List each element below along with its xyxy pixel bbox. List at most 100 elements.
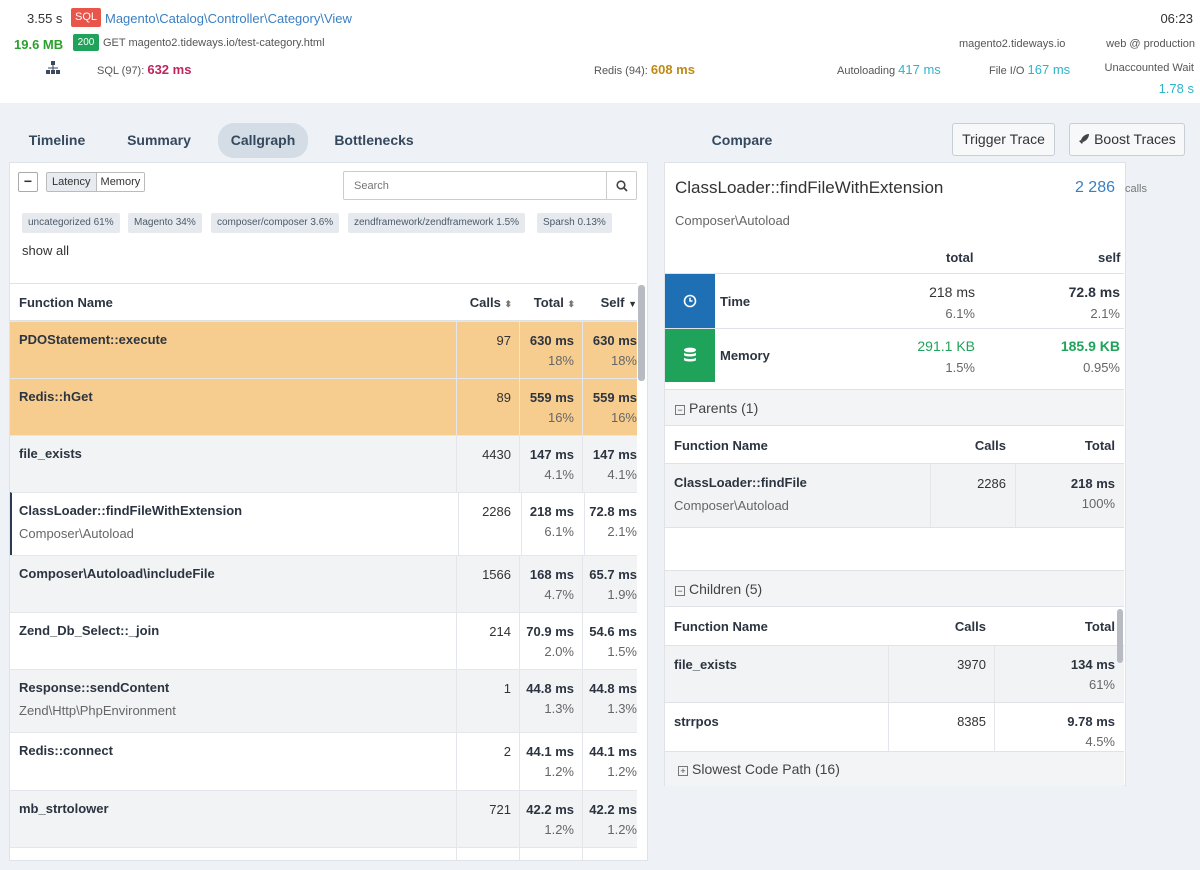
child-function-name: strrpos xyxy=(674,714,719,729)
col-self[interactable]: Self ▼ xyxy=(601,295,637,310)
self-value: 44.1 ms xyxy=(589,744,637,759)
tab-timeline[interactable]: Timeline xyxy=(28,132,86,148)
parent-total-pct: 100% xyxy=(1081,496,1115,511)
children-col-calls: Calls xyxy=(954,619,986,634)
table-row[interactable]: Zend_Db_Select::_join 214 70.9 ms 2.0% 54… xyxy=(10,612,637,669)
boost-traces-button[interactable]: Boost Traces xyxy=(1069,123,1185,156)
collapse-icon: − xyxy=(675,405,685,415)
self-value: 559 ms xyxy=(592,390,637,405)
tab-summary[interactable]: Summary xyxy=(127,132,191,148)
self-value: 630 ms xyxy=(592,333,637,348)
table-row[interactable]: file_exists 4430 147 ms 4.1% 147 ms 4.1% xyxy=(10,435,637,492)
self-pct: 16% xyxy=(610,410,637,425)
duration: 3.55 s xyxy=(27,11,63,26)
function-name: Composer\Autoload\includeFile xyxy=(19,566,215,581)
category-chip[interactable]: Sparsh 0.13% xyxy=(537,213,612,233)
col-total[interactable]: Total ⬍ xyxy=(534,295,575,310)
col-self-label: Self xyxy=(600,295,625,310)
search-input[interactable] xyxy=(343,171,607,200)
parent-namespace: Composer\Autoload xyxy=(674,498,789,513)
col-function-name[interactable]: Function Name xyxy=(19,295,113,310)
request-time: 06:23 xyxy=(1160,11,1193,26)
children-scrollbar[interactable] xyxy=(1117,609,1123,663)
total-pct: 4.7% xyxy=(544,587,574,602)
time-row: Time 218 ms 6.1% 72.8 ms 2.1% xyxy=(665,273,1124,328)
environment: web @ production xyxy=(1106,38,1195,50)
database-icon xyxy=(665,329,715,382)
category-chip[interactable]: uncategorized 61% xyxy=(22,213,120,233)
self-value: 54.6 ms xyxy=(589,624,637,639)
sort-desc-icon: ▼ xyxy=(628,299,637,309)
children-col-total: Total xyxy=(1084,619,1115,634)
sql-value: 632 ms xyxy=(147,62,192,77)
hierarchy-icon[interactable] xyxy=(46,61,60,75)
table-row-selected[interactable]: ClassLoader::findFileWithExtension Compo… xyxy=(10,492,637,555)
col-calls[interactable]: Calls ⬍ xyxy=(470,295,512,310)
col-self-header: self xyxy=(1098,250,1121,265)
child-calls: 3970 xyxy=(957,657,986,672)
function-name: file_exists xyxy=(19,446,82,461)
table-row[interactable]: mb_strtolower 721 42.2 ms 1.2% 42.2 ms 1.2… xyxy=(10,790,637,847)
child-total: 9.78 ms xyxy=(1067,714,1115,729)
clock-icon xyxy=(665,274,715,328)
memory-total: 291.1 KB xyxy=(917,338,975,354)
parent-row[interactable]: ClassLoader::findFile Composer\Autoload … xyxy=(665,464,1124,528)
function-name: ClassLoader::findFileWithExtension xyxy=(19,503,243,518)
function-name: Zend_Db_Select::_join xyxy=(19,623,160,638)
parents-col-total: Total xyxy=(1084,438,1115,453)
child-total-pct: 61% xyxy=(1088,677,1115,692)
tab-compare[interactable]: Compare xyxy=(711,132,773,148)
calls-value: 721 xyxy=(489,802,511,817)
total-value: 147 ms xyxy=(529,447,574,462)
search-button[interactable] xyxy=(606,171,637,200)
total-pct: 18% xyxy=(547,353,574,368)
memory-toggle[interactable]: Memory xyxy=(96,173,145,191)
slowest-path-toggle[interactable]: + Slowest Code Path (16) xyxy=(665,751,1124,786)
chip-pct: 61% xyxy=(93,217,114,228)
table-row[interactable]: Composer\Autoload\includeFile 1566 168 m… xyxy=(10,555,637,612)
trigger-trace-button[interactable]: Trigger Trace xyxy=(952,123,1055,156)
collapse-icon: − xyxy=(675,586,685,596)
children-section-toggle[interactable]: − Children (5) xyxy=(665,570,1124,607)
table-row[interactable]: Response::sendContent Zend\Http\PhpEnvir… xyxy=(10,669,637,732)
time-total: 218 ms xyxy=(929,284,975,300)
autoload-label: Autoloading xyxy=(837,65,896,77)
category-chip[interactable]: Magento 34% xyxy=(128,213,202,233)
sql-label: SQL (97): xyxy=(97,65,145,77)
parents-section-toggle[interactable]: − Parents (1) xyxy=(665,389,1124,426)
request-header: 3.55 s SQL Magento\Catalog\Controller\Ca… xyxy=(0,0,1200,103)
chip-pct: 0.13% xyxy=(577,217,606,228)
table-scrollbar[interactable] xyxy=(638,285,645,381)
table-row[interactable]: Redis::connect 2 44.1 ms 1.2% 44.1 ms 1.2% xyxy=(10,732,637,790)
table-row[interactable]: Redis::hGet 89 559 ms 16% 559 ms 16% xyxy=(10,378,637,435)
category-chip[interactable]: composer/composer 3.6% xyxy=(211,213,340,233)
calls-value: 97 xyxy=(496,333,511,348)
col-total-label: Total xyxy=(533,295,564,310)
chip-name: composer/composer xyxy=(217,217,308,228)
unaccounted-label: Unaccounted Wait xyxy=(1104,62,1194,74)
total-pct: 4.1% xyxy=(544,467,574,482)
calls-value: 2 xyxy=(503,744,511,759)
calls-value: 1 xyxy=(503,681,511,696)
child-row[interactable]: file_exists 3970 134 ms 61% xyxy=(665,646,1124,703)
total-value: 630 ms xyxy=(529,333,574,348)
search-icon xyxy=(616,180,628,192)
show-all-link[interactable]: show all xyxy=(22,243,69,258)
parent-calls: 2286 xyxy=(977,476,1006,491)
boost-traces-label: Boost Traces xyxy=(1094,131,1176,147)
child-row[interactable]: strrpos 8385 9.78 ms 4.5% xyxy=(665,703,1124,751)
table-row[interactable]: PDOStatement::execute 97 630 ms 18% 630 m… xyxy=(10,321,637,378)
collapse-button[interactable]: − xyxy=(18,172,38,192)
tab-bottlenecks[interactable]: Bottlenecks xyxy=(334,132,414,148)
total-pct: 1.3% xyxy=(544,701,574,716)
category-chip[interactable]: zendframework/zendframework 1.5% xyxy=(348,213,526,233)
latency-toggle[interactable]: Latency xyxy=(47,173,97,191)
controller-link[interactable]: Magento\Catalog\Controller\Category\View xyxy=(105,11,352,26)
detail-title: ClassLoader::findFileWithExtension xyxy=(675,178,944,197)
table-row-partial[interactable] xyxy=(10,847,637,860)
parents-col-name: Function Name xyxy=(674,438,768,453)
autoload-value: 417 ms xyxy=(898,62,941,77)
tab-callgraph[interactable]: Callgraph xyxy=(218,123,308,158)
redis-value: 608 ms xyxy=(650,62,695,77)
children-title: Children (5) xyxy=(689,581,763,597)
